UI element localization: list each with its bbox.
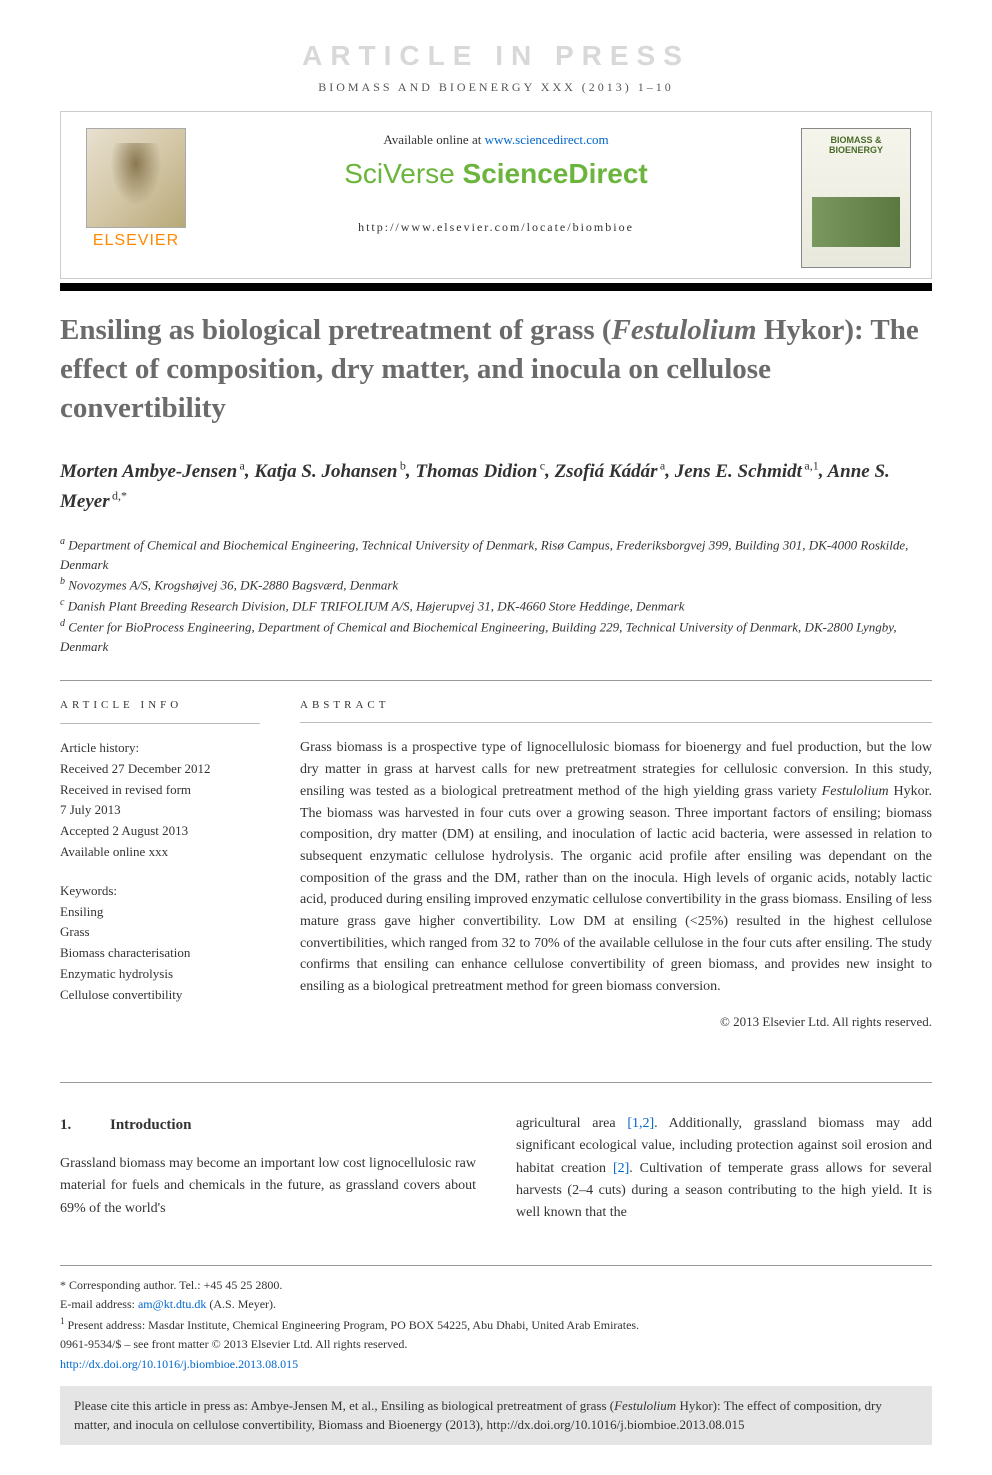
present-address: 1 Present address: Masdar Institute, Che… [60,1314,932,1335]
history-line: Accepted 2 August 2013 [60,821,260,842]
abstract-italic: Festulolium [822,784,889,799]
sciencedirect-link[interactable]: www.sciencedirect.com [485,132,609,147]
cite-pre: Please cite this article in press as: Am… [74,1398,614,1413]
email-suffix: (A.S. Meyer). [206,1297,276,1311]
col2-pre: agricultural area [516,1116,627,1131]
footer-notes: * Corresponding author. Tel.: +45 45 25 … [60,1265,932,1374]
author: Thomas Didion c [415,461,545,482]
header-box: ELSEVIER Available online at www.science… [60,111,932,279]
header-center: Available online at www.sciencedirect.co… [211,128,781,235]
email-link[interactable]: am@kt.dtu.dk [138,1297,206,1311]
abstract-post: Hykor. The biomass was harvested in four… [300,784,932,994]
journal-cover: BIOMASS & BIOENERGY [801,128,911,268]
keyword: Enzymatic hydrolysis [60,964,260,985]
journal-url[interactable]: http://www.elsevier.com/locate/biombioe [211,220,781,235]
sciverse-prefix: SciVerse [344,158,455,189]
affiliation: b Novozymes A/S, Krogshøjvej 36, DK-2880… [60,574,932,595]
history-label: Article history: [60,738,260,759]
history-line: Received 27 December 2012 [60,759,260,780]
author: Jens E. Schmidt a,1 [675,461,819,482]
article-info: ARTICLE INFO Article history: Received 2… [60,697,260,1031]
keyword: Grass [60,922,260,943]
abstract: ABSTRACT Grass biomass is a prospective … [300,697,932,1031]
history-line: Received in revised form [60,780,260,801]
cite-italic: Festulolium [614,1398,676,1413]
article-title: Ensiling as biological pretreatment of g… [60,311,932,428]
available-online: Available online at www.sciencedirect.co… [211,132,781,148]
author: Katja S. Johansen b [254,461,405,482]
abstract-heading: ABSTRACT [300,697,932,723]
affiliation: d Center for BioProcess Engineering, Dep… [60,616,932,656]
ref-link-1[interactable]: [1,2] [627,1116,654,1131]
title-divider [60,283,932,291]
history-line: Available online xxx [60,842,260,863]
sciverse-logo: SciVerse ScienceDirect [211,158,781,190]
doi-link[interactable]: http://dx.doi.org/10.1016/j.biombioe.201… [60,1357,298,1371]
title-pre: Ensiling as biological pretreatment of g… [60,314,612,346]
author: Morten Ambye-Jensen a [60,461,245,482]
issn-line: 0961-9534/$ – see front matter © 2013 El… [60,1335,932,1354]
body-col-right: agricultural area [1,2]. Additionally, g… [516,1113,932,1225]
press-banner: ARTICLE IN PRESS [60,40,932,72]
article-history: Article history: Received 27 December 20… [60,738,260,863]
corr-tel: Tel.: +45 45 25 2800. [176,1278,282,1292]
journal-reference: BIOMASS AND BIOENERGY XXX (2013) 1–10 [60,80,932,95]
elsevier-text: ELSEVIER [93,232,179,250]
affiliations-list: a Department of Chemical and Biochemical… [60,534,932,656]
sciencedirect-text: ScienceDirect [455,158,648,189]
keyword: Biomass characterisation [60,943,260,964]
email-line: E-mail address: am@kt.dtu.dk (A.S. Meyer… [60,1295,932,1314]
doi-line: http://dx.doi.org/10.1016/j.biombioe.201… [60,1355,932,1374]
intro-para-1: Grassland biomass may become an importan… [60,1153,476,1220]
elsevier-tree-icon [86,128,186,228]
section-number: 1. [60,1113,110,1137]
keyword: Ensiling [60,902,260,923]
authors-list: Morten Ambye-Jensen a, Katja S. Johansen… [60,456,932,516]
body-col-left: 1.Introduction Grassland biomass may bec… [60,1113,476,1225]
copyright: © 2013 Elsevier Ltd. All rights reserved… [300,1012,932,1032]
title-italic: Festulolium [612,314,757,346]
affiliation: a Department of Chemical and Biochemical… [60,534,932,574]
abstract-text: Grass biomass is a prospective type of l… [300,737,932,997]
keywords-label: Keywords: [60,881,260,902]
email-label: E-mail address: [60,1297,138,1311]
intro-heading: 1.Introduction [60,1113,476,1137]
available-prefix: Available online at [383,132,484,147]
author: Zsofiá Kádár a [555,461,666,482]
present-text: Present address: Masdar Institute, Chemi… [65,1318,640,1332]
intro-para-2: agricultural area [1,2]. Additionally, g… [516,1113,932,1225]
article-info-heading: ARTICLE INFO [60,697,260,724]
info-abstract-section: ARTICLE INFO Article history: Received 2… [60,680,932,1031]
section-title-text: Introduction [110,1117,191,1133]
body-columns: 1.Introduction Grassland biomass may bec… [60,1113,932,1225]
citation-box: Please cite this article in press as: Am… [60,1386,932,1445]
elsevier-logo: ELSEVIER [81,128,191,250]
corr-label: * Corresponding author. [60,1278,176,1292]
cover-image-icon [812,197,900,247]
corresponding-author: * Corresponding author. Tel.: +45 45 25 … [60,1276,932,1295]
cover-title: BIOMASS & BIOENERGY [808,135,904,155]
body-divider [60,1082,932,1083]
affiliation: c Danish Plant Breeding Research Divisio… [60,595,932,616]
keywords-block: Keywords: EnsilingGrassBiomass character… [60,881,260,1006]
history-line: 7 July 2013 [60,800,260,821]
ref-link-2[interactable]: [2] [613,1161,629,1176]
keyword: Cellulose convertibility [60,985,260,1006]
